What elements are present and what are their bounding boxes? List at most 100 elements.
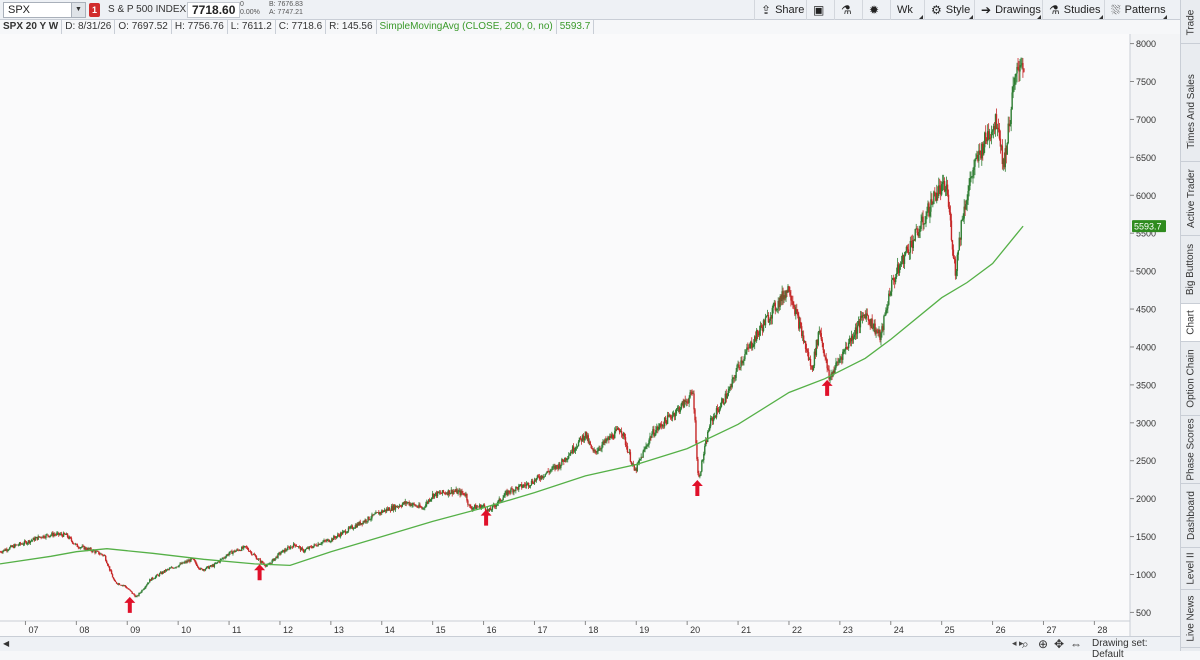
tab-dashboard[interactable]: Dashboard [1181, 484, 1200, 548]
screenshot-button[interactable]: ▣ [806, 0, 834, 20]
symbol-input[interactable] [4, 4, 68, 16]
candle-body [576, 446, 579, 448]
candle-body [883, 316, 885, 330]
candle-body [823, 350, 825, 357]
chart-svg[interactable]: 500 1000 1500 2000 2500 3000 3500 4000 4500 5000 5… [0, 34, 1180, 651]
candle-body [173, 567, 175, 569]
zoom-icon[interactable]: ⌕ [1022, 637, 1029, 651]
candle-body [938, 185, 940, 196]
candle-body [383, 509, 386, 511]
tab-active-trader[interactable]: Active Trader [1181, 162, 1200, 236]
candle-body [349, 526, 352, 528]
candle-body [728, 388, 730, 391]
candle-body [725, 393, 728, 399]
settings-button[interactable]: ✹ [862, 0, 890, 20]
candle-body [248, 551, 251, 552]
candle-body [429, 499, 432, 502]
candle-body [599, 448, 601, 450]
candle-body [440, 493, 443, 495]
drawing-set-label[interactable]: Drawing set: Default [1092, 638, 1148, 660]
candle-body [141, 590, 143, 593]
scroll-left-icon[interactable]: ◀ [3, 639, 10, 648]
candle-body [419, 504, 421, 508]
candle-body [369, 519, 371, 521]
candle-body [945, 184, 948, 190]
price-chart[interactable]: 500 1000 1500 2000 2500 3000 3500 4000 4500 5000 5… [0, 34, 1180, 651]
candle-body [307, 547, 310, 549]
pan-arrows-icon[interactable]: ◂ ▸ [1012, 638, 1024, 648]
x-tick-label: 19 [639, 625, 649, 635]
share-button[interactable]: ⇪ Share [754, 0, 810, 20]
candle-body [210, 565, 213, 567]
candle-body [264, 565, 266, 567]
candle-body [370, 518, 372, 520]
candle-body [140, 592, 142, 593]
candle-body [613, 438, 615, 439]
pan-icon[interactable]: ⇔ [1070, 637, 1082, 651]
chevron-down-icon[interactable]: ▼ [71, 3, 85, 17]
candle-body [754, 336, 757, 341]
symbol-link-badge[interactable]: 1 [89, 3, 100, 17]
tab-chart[interactable]: Chart [1181, 304, 1200, 342]
candle-body [650, 436, 652, 438]
flask-button[interactable]: ⚗ [834, 0, 862, 20]
candle-body [513, 489, 515, 493]
net-change-value: 0 [240, 1, 244, 8]
tab-phase-scores[interactable]: Phase Scores [1181, 416, 1200, 484]
candle-body [757, 333, 760, 336]
candle-body [99, 554, 101, 555]
candle-body [697, 459, 699, 473]
candle-body [448, 490, 450, 495]
candle-body [552, 467, 554, 468]
move-icon[interactable]: ✥ [1054, 637, 1065, 651]
candle-body [803, 341, 806, 343]
candle-body [41, 537, 43, 539]
tab-times-and-sales[interactable]: Times And Sales [1181, 62, 1200, 162]
timeframe-button[interactable]: Wk [890, 0, 924, 20]
candle-body [11, 545, 13, 547]
candle-body [1012, 86, 1014, 93]
candle-body [172, 567, 174, 569]
drawings-button[interactable]: ➔ Drawings [974, 0, 1042, 20]
candle-body [967, 191, 969, 201]
candle-body [979, 150, 981, 153]
tab-option-chain[interactable]: Option Chain [1181, 342, 1200, 416]
candle-body [559, 463, 561, 468]
candle-body [504, 492, 506, 496]
studies-button[interactable]: ⚗ Studies [1042, 0, 1104, 20]
candle-body [874, 323, 876, 334]
candle-body [633, 464, 636, 471]
candle-body [150, 579, 152, 581]
candle-body [300, 548, 303, 551]
candle-body [468, 504, 470, 506]
patterns-button[interactable]: ⛆ Patterns [1104, 0, 1168, 20]
candle-body [800, 321, 802, 327]
tab-live-news[interactable]: Live News [1181, 590, 1200, 648]
style-button[interactable]: ⚙ Style [924, 0, 974, 20]
studies-label: Studies [1063, 4, 1101, 16]
tab-big-buttons[interactable]: Big Buttons [1181, 236, 1200, 304]
candle-body [47, 534, 49, 536]
crosshair-icon[interactable]: ⊕ [1038, 637, 1049, 651]
candle-body [634, 468, 636, 471]
candle-body [471, 508, 473, 510]
candle-body [293, 543, 296, 545]
candle-body [297, 546, 300, 548]
candle-body [769, 317, 772, 321]
tab-trade[interactable]: Trade [1181, 2, 1200, 44]
candle-body [941, 181, 944, 185]
candle-body [63, 532, 66, 535]
candle-body [657, 426, 659, 430]
candle-body [624, 437, 627, 446]
tab-level-ii[interactable]: Level II [1181, 548, 1200, 590]
candle-body [85, 547, 87, 550]
candle-body [914, 228, 916, 241]
x-tick-label: 13 [334, 625, 344, 635]
candle-body [964, 206, 966, 210]
study-label[interactable]: SimpleMovingAvg (CLOSE, 200, 0, no) [377, 20, 557, 34]
candle-body [213, 563, 216, 567]
candle-body [952, 249, 955, 258]
high-value: H: 7756.76 [172, 20, 228, 34]
symbol-selector[interactable]: ▼ [3, 2, 86, 18]
candle-body [371, 514, 373, 519]
